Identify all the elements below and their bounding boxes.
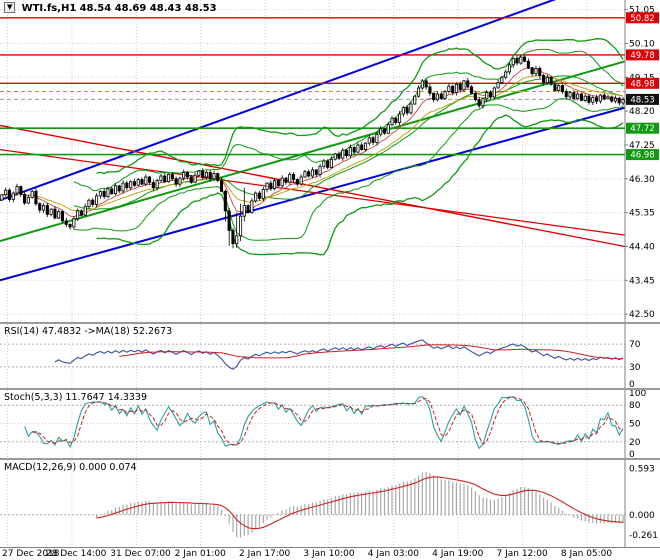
svg-text:20: 20 [629,438,641,448]
macd-canvas[interactable]: 0.593 0.000 -0.261 [0,460,660,547]
trendlines [0,0,626,282]
svg-text:0: 0 [629,380,635,388]
svg-text:49.78: 49.78 [630,51,654,61]
rsi-canvas[interactable]: 70 30 0 [0,324,660,388]
svg-text:46.30: 46.30 [629,175,655,185]
rsi-panel[interactable]: 70 30 0 RSI(14) 47.4832 ->MA(18) 52.2673 [0,324,660,388]
chart-dropdown-icon[interactable]: ▼ [4,2,16,13]
svg-text:48.98: 48.98 [630,79,654,89]
svg-text:47.25: 47.25 [629,141,655,151]
svg-text:50: 50 [629,420,641,430]
price-chart-panel[interactable]: 51.0550.1049.1548.2047.2546.3045.3544.40… [0,0,660,322]
ohlc-values: 48.54 48.69 48.43 48.53 [79,3,217,14]
svg-text:100: 100 [629,390,646,399]
time-label: 4 Jan 19:00 [432,549,484,559]
svg-text:46.98: 46.98 [630,151,654,161]
rsi-title: RSI(14) 47.4832 ->MA(18) 52.2673 [4,326,173,337]
symbol-timeframe: WTI.fs,H1 [21,3,77,14]
panel-separator[interactable] [0,388,660,390]
time-label: 31 Dec 07:00 [110,549,171,559]
time-label: 2 Jan 01:00 [174,549,226,559]
chart-title: ▼ WTI.fs,H1 48.54 48.69 48.43 48.53 [4,2,217,14]
stoch-axis: 100 80 50 20 0 [624,390,646,458]
time-label: 27 Dec 2018 [2,549,60,559]
svg-text:51.05: 51.05 [629,6,655,16]
time-label: 7 Jan 12:00 [496,549,548,559]
macd-panel[interactable]: 0.593 0.000 -0.261 MACD(12,26,9) 0.000 0.0… [0,460,660,547]
time-label: 4 Jan 03:00 [367,549,420,559]
macd-signal-line [96,476,624,530]
price-axis: 51.0550.1049.1548.2047.2546.3045.3544.40… [624,0,659,322]
stoch-main-line [24,395,624,450]
time-label: 3 Jan 10:00 [303,549,355,559]
svg-text:44.40: 44.40 [629,243,655,253]
macd-axis: 0.593 0.000 -0.261 [624,460,658,547]
stochastic-title: Stoch(5,3,3) 11.7647 14.3339 [4,392,148,403]
price-chart-canvas[interactable]: 51.0550.1049.1548.2047.2546.3045.3544.40… [0,0,660,322]
svg-text:45.35: 45.35 [629,209,655,219]
time-label: 28 Dec 14:00 [45,549,107,559]
svg-text:48.20: 48.20 [629,107,655,117]
time-label: 8 Jan 05:00 [560,549,613,559]
svg-text:50.10: 50.10 [629,40,655,50]
stochastic-canvas[interactable]: 100 80 50 20 0 [0,390,660,458]
svg-text:47.72: 47.72 [630,124,654,134]
svg-text:0.593: 0.593 [629,464,655,474]
svg-text:30: 30 [629,363,641,373]
grid [7,460,588,547]
time-label: 2 Jan 17:00 [239,549,291,559]
svg-text:70: 70 [629,340,641,350]
panel-separator [0,547,660,548]
svg-text:43.45: 43.45 [629,276,655,286]
panel-separator[interactable] [0,458,660,460]
svg-text:80: 80 [629,401,641,411]
candles [0,54,625,249]
grid [0,390,625,458]
price-levels [0,17,625,156]
macd-title: MACD(12,26,9) 0.000 0.074 [4,462,137,473]
svg-text:-0.261: -0.261 [629,531,658,541]
svg-text:0.000: 0.000 [629,511,655,521]
panel-separator[interactable] [0,322,660,324]
stochastic-panel[interactable]: 100 80 50 20 0 Stoch(5,3,3) 11.7647 14.3339 [0,390,660,458]
time-axis: 27 Dec 2018 28 Dec 14:00 31 Dec 07:00 2 Jan… [0,549,660,560]
svg-text:42.50: 42.50 [629,310,655,320]
rsi-ma-line [119,344,624,360]
stoch-signal-line [32,396,624,446]
svg-text:48.53: 48.53 [630,95,654,105]
rsi-axis: 70 30 0 [624,324,641,388]
macd-histogram [95,472,624,538]
svg-text:0: 0 [629,450,635,458]
svg-text:50.82: 50.82 [630,14,654,24]
